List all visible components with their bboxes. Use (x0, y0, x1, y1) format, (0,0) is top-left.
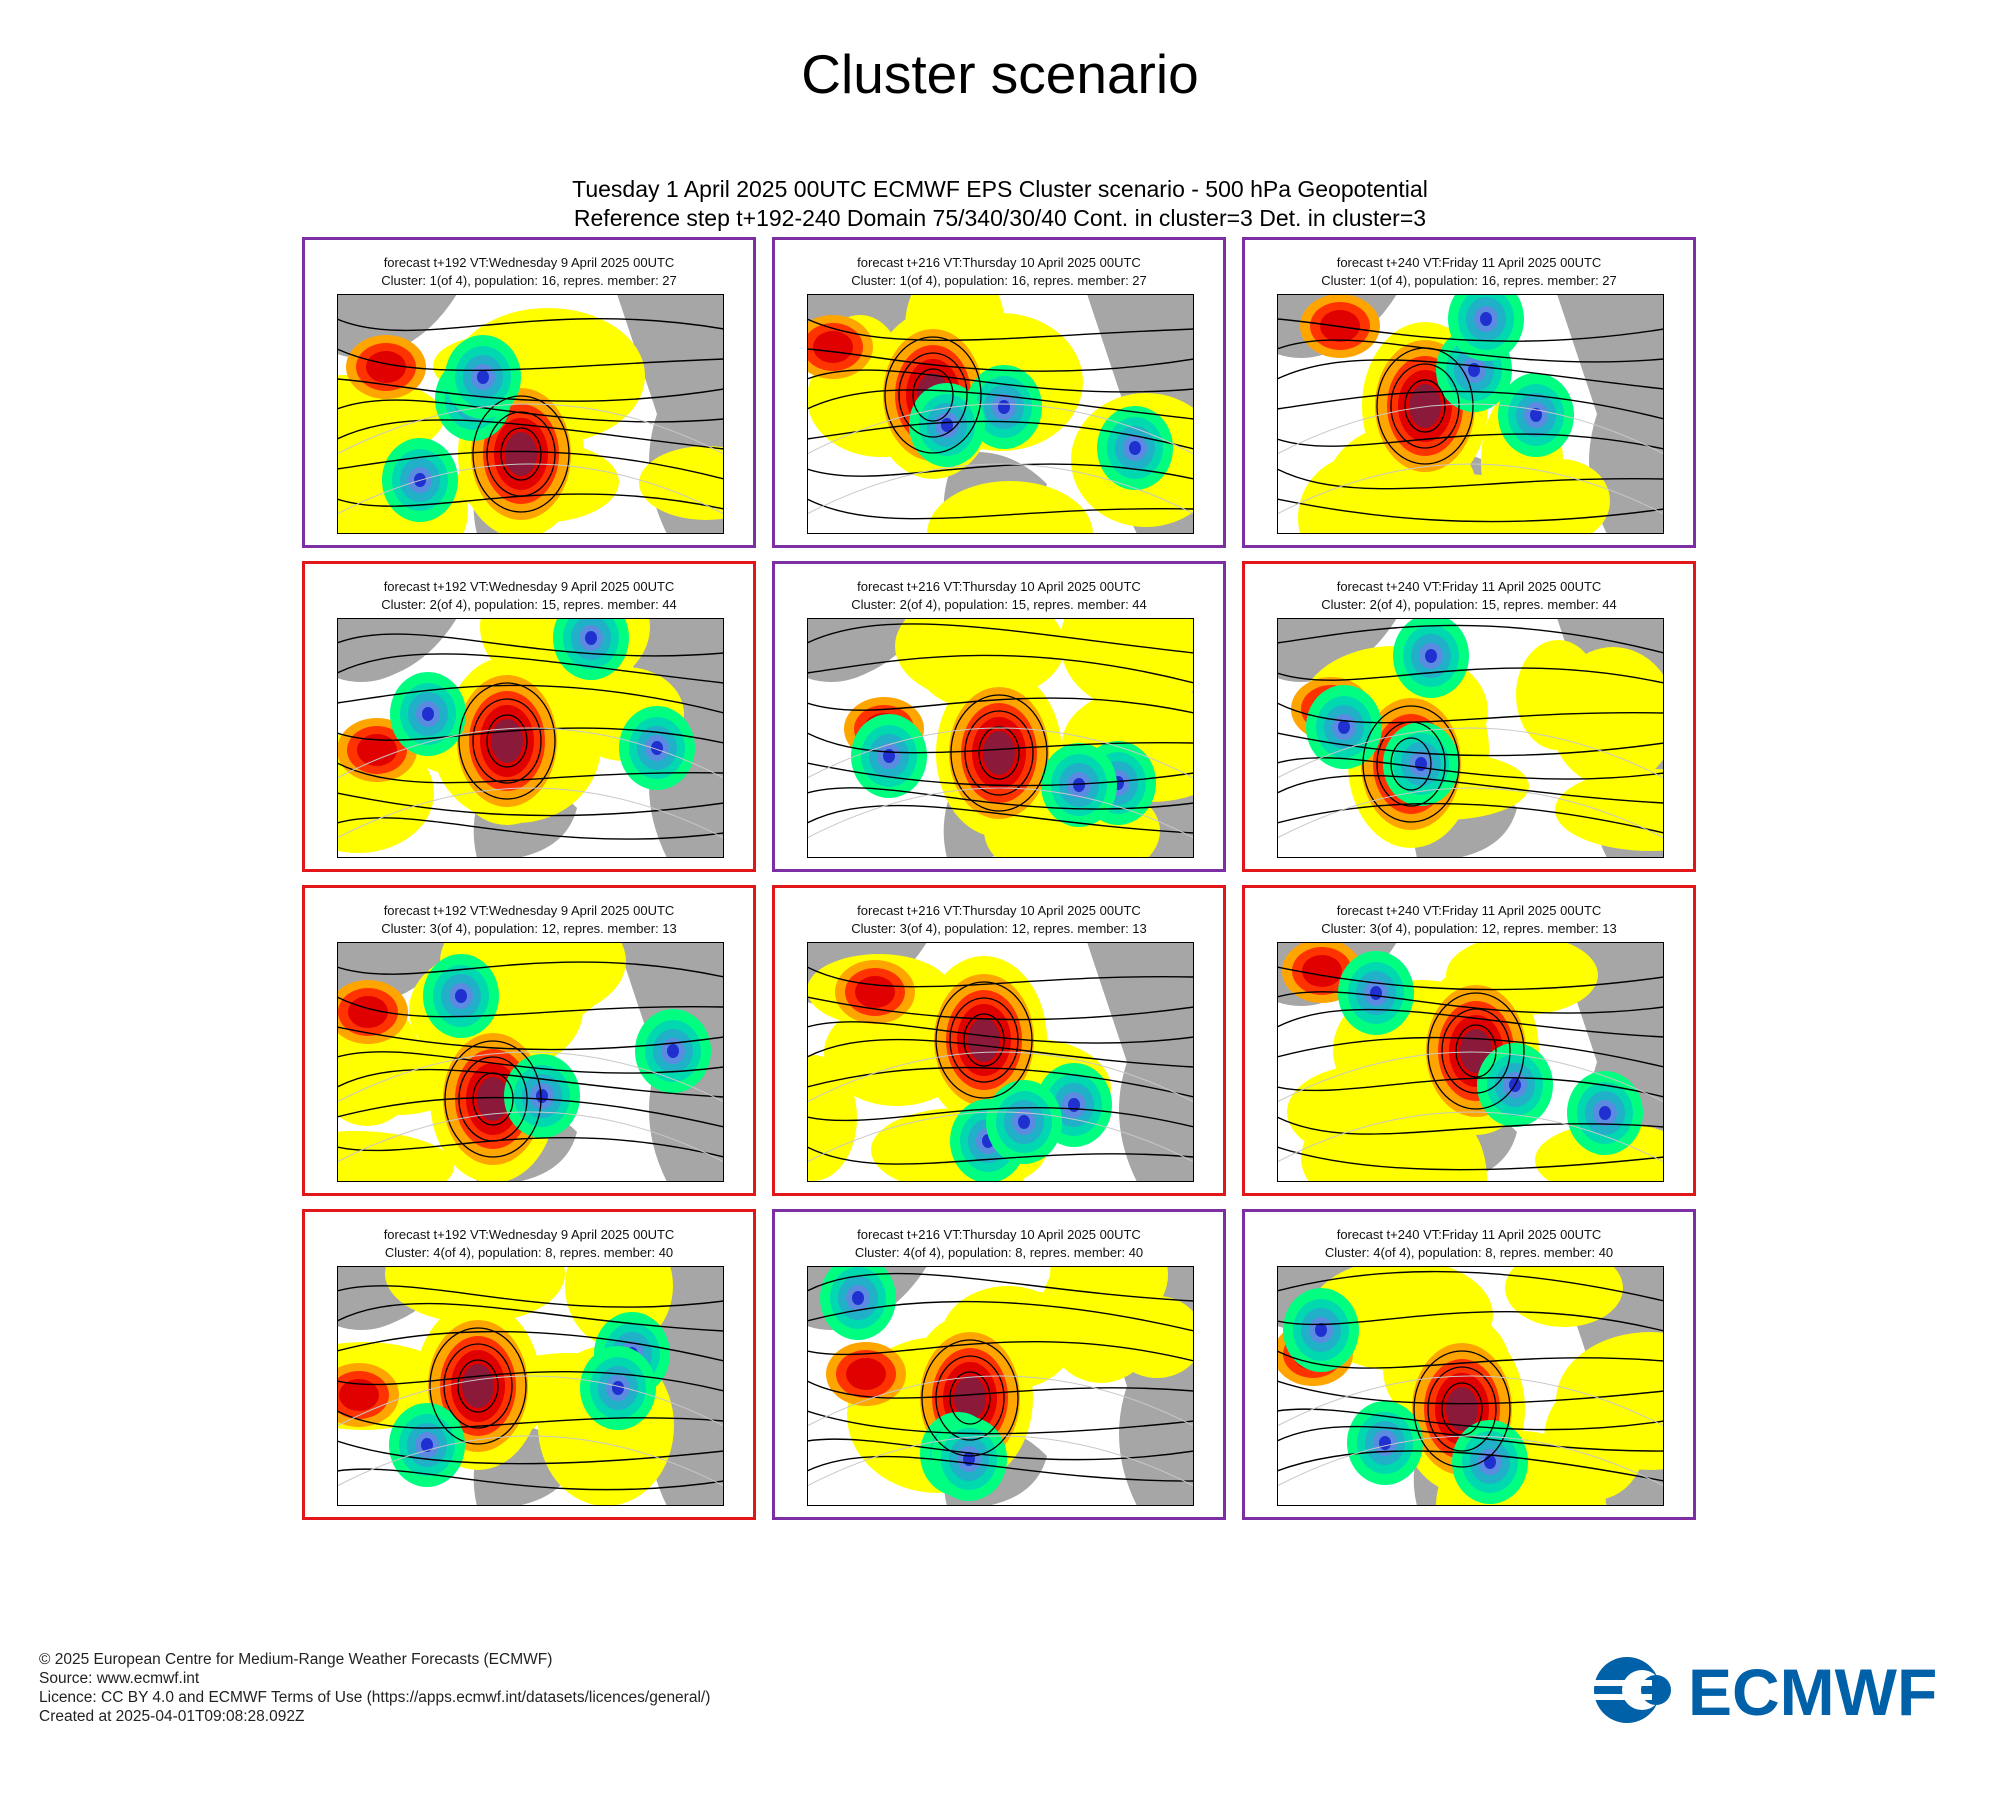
panel-forecast-line: forecast t+192 VT:Wednesday 9 April 2025… (383, 255, 675, 270)
panel-forecast-line: forecast t+240 VT:Friday 11 April 2025 0… (1336, 579, 1602, 594)
footer-source: Source: www.ecmwf.int (39, 1670, 200, 1687)
panel-header: forecast t+240 VT:Friday 11 April 2025 0… (1245, 1226, 1693, 1262)
ecmwf-logo[interactable]: ECMWF (1592, 1655, 1972, 1729)
forecast-panel: forecast t+240 VT:Friday 11 April 2025 0… (1242, 561, 1696, 872)
panel-forecast-line: forecast t+216 VT:Thursday 10 April 2025… (857, 1227, 1141, 1242)
panel-forecast-line: forecast t+216 VT:Thursday 10 April 2025… (857, 903, 1141, 918)
forecast-panel: forecast t+216 VT:Thursday 10 April 2025… (772, 885, 1226, 1196)
geopotential-map (1277, 942, 1664, 1182)
forecast-panel: forecast t+216 VT:Thursday 10 April 2025… (772, 237, 1226, 548)
logo-text: ECMWF (1688, 1655, 1937, 1725)
panel-cluster-line: Cluster: 3(of 4), population: 12, repres… (851, 921, 1147, 936)
panel-cluster-line: Cluster: 1(of 4), population: 16, repres… (381, 273, 677, 288)
forecast-panel: forecast t+240 VT:Friday 11 April 2025 0… (1242, 885, 1696, 1196)
forecast-panel: forecast t+192 VT:Wednesday 9 April 2025… (302, 1209, 756, 1520)
panel-forecast-line: forecast t+192 VT:Wednesday 9 April 2025… (383, 903, 675, 918)
footer-licence: Licence: CC BY 4.0 and ECMWF Terms of Us… (39, 1689, 711, 1706)
panel-forecast-line: forecast t+192 VT:Wednesday 9 April 2025… (383, 579, 675, 594)
cluster-panel-grid: forecast t+192 VT:Wednesday 9 April 2025… (302, 237, 1707, 1524)
panel-header: forecast t+192 VT:Wednesday 9 April 2025… (305, 1226, 753, 1262)
panel-cluster-line: Cluster: 1(of 4), population: 16, repres… (1321, 273, 1617, 288)
panel-header: forecast t+216 VT:Thursday 10 April 2025… (775, 902, 1223, 938)
page-title: Cluster scenario (801, 43, 1199, 105)
panel-cluster-line: Cluster: 2(of 4), population: 15, repres… (851, 597, 1147, 612)
panel-header: forecast t+240 VT:Friday 11 April 2025 0… (1245, 578, 1693, 614)
panel-cluster-line: Cluster: 4(of 4), population: 8, repres.… (854, 1245, 1144, 1260)
panel-cluster-line: Cluster: 4(of 4), population: 8, repres.… (1324, 1245, 1614, 1260)
panel-forecast-line: forecast t+240 VT:Friday 11 April 2025 0… (1336, 903, 1602, 918)
panel-cluster-line: Cluster: 3(of 4), population: 12, repres… (381, 921, 677, 936)
geopotential-map (1277, 1266, 1664, 1506)
geopotential-map (1277, 294, 1664, 534)
geopotential-map (807, 942, 1194, 1182)
panel-forecast-line: forecast t+216 VT:Thursday 10 April 2025… (857, 255, 1141, 270)
footer-copyright: © 2025 European Centre for Medium-Range … (39, 1651, 553, 1668)
geopotential-map (337, 294, 724, 534)
forecast-panel: forecast t+192 VT:Wednesday 9 April 2025… (302, 237, 756, 548)
footer: © 2025 European Centre for Medium-Range … (39, 1650, 710, 1726)
panel-cluster-line: Cluster: 1(of 4), population: 16, repres… (851, 273, 1147, 288)
panel-cluster-line: Cluster: 3(of 4), population: 12, repres… (1321, 921, 1617, 936)
panel-forecast-line: forecast t+192 VT:Wednesday 9 April 2025… (383, 1227, 675, 1242)
geopotential-map (807, 294, 1194, 534)
geopotential-map (337, 618, 724, 858)
geopotential-map (337, 942, 724, 1182)
panel-header: forecast t+240 VT:Friday 11 April 2025 0… (1245, 254, 1693, 290)
geopotential-map (1277, 618, 1664, 858)
footer-created: Created at 2025-04-01T09:08:28.092Z (39, 1708, 305, 1725)
geopotential-map (807, 1266, 1194, 1506)
forecast-panel: forecast t+216 VT:Thursday 10 April 2025… (772, 561, 1226, 872)
chart-header: Tuesday 1 April 2025 00UTC ECMWF EPS Clu… (0, 175, 2000, 233)
panel-header: forecast t+192 VT:Wednesday 9 April 2025… (305, 254, 753, 290)
panel-header: forecast t+192 VT:Wednesday 9 April 2025… (305, 578, 753, 614)
panel-cluster-line: Cluster: 2(of 4), population: 15, repres… (1321, 597, 1617, 612)
panel-forecast-line: forecast t+240 VT:Friday 11 April 2025 0… (1336, 1227, 1602, 1242)
panel-cluster-line: Cluster: 4(of 4), population: 8, repres.… (384, 1245, 674, 1260)
panel-forecast-line: forecast t+240 VT:Friday 11 April 2025 0… (1336, 255, 1602, 270)
geopotential-map (807, 618, 1194, 858)
forecast-panel: forecast t+192 VT:Wednesday 9 April 2025… (302, 561, 756, 872)
panel-header: forecast t+240 VT:Friday 11 April 2025 0… (1245, 902, 1693, 938)
forecast-panel: forecast t+192 VT:Wednesday 9 April 2025… (302, 885, 756, 1196)
panel-header: forecast t+216 VT:Thursday 10 April 2025… (775, 254, 1223, 290)
geopotential-map (337, 1266, 724, 1506)
panel-header: forecast t+216 VT:Thursday 10 April 2025… (775, 578, 1223, 614)
panel-cluster-line: Cluster: 2(of 4), population: 15, repres… (381, 597, 677, 612)
panel-header: forecast t+192 VT:Wednesday 9 April 2025… (305, 902, 753, 938)
forecast-panel: forecast t+240 VT:Friday 11 April 2025 0… (1242, 1209, 1696, 1520)
header-line-2: Reference step t+192-240 Domain 75/340/3… (573, 205, 1427, 231)
forecast-panel: forecast t+240 VT:Friday 11 April 2025 0… (1242, 237, 1696, 548)
panel-header: forecast t+216 VT:Thursday 10 April 2025… (775, 1226, 1223, 1262)
panel-forecast-line: forecast t+216 VT:Thursday 10 April 2025… (857, 579, 1141, 594)
ecmwf-logo-icon (1592, 1657, 1671, 1723)
header-line-1: Tuesday 1 April 2025 00UTC ECMWF EPS Clu… (572, 176, 1428, 202)
forecast-panel: forecast t+216 VT:Thursday 10 April 2025… (772, 1209, 1226, 1520)
